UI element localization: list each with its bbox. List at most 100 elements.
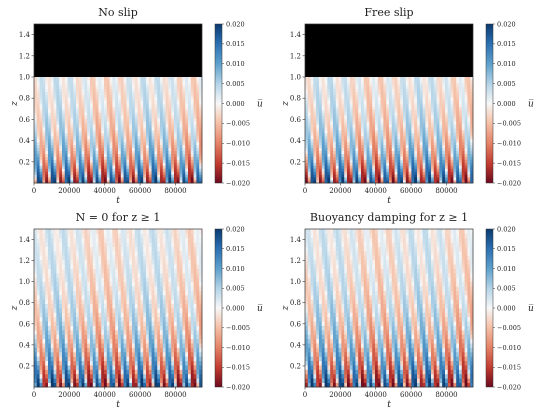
heatmap-cell [95,130,99,134]
masked-region [34,24,202,77]
heatmap-cell [104,85,108,90]
heatmap-cell [84,79,88,84]
heatmap-cell [431,124,435,128]
heatmap-cell [445,103,449,107]
heatmap-cell [126,79,130,84]
heatmap-cell [39,100,43,104]
heatmap-cell [154,97,158,101]
heatmap-cell [391,162,395,166]
heatmap-cell [137,94,141,99]
heatmap-cell [335,153,339,157]
heatmap-cell [338,85,342,90]
heatmap-cell [361,130,365,134]
heatmap-cell [87,162,91,166]
heatmap-cell [190,171,194,175]
heatmap-cell [391,138,395,143]
heatmap-cell [439,150,443,154]
heatmap-cell [146,100,150,104]
heatmap-cell [151,159,155,163]
heatmap-cell [464,124,468,128]
heatmap-cell [56,343,60,348]
heatmap-cell [81,112,85,116]
heatmap-cell [64,153,68,157]
heatmap-cell [48,177,52,181]
heatmap-cell [112,85,116,90]
heatmap-cell [389,168,393,172]
heatmap-cell [333,91,337,96]
heatmap-cell [470,141,474,146]
heatmap-cell [162,180,166,184]
heatmap-cell [134,103,138,107]
heatmap-cell [352,103,356,107]
heatmap-cell [377,177,381,181]
heatmap-cell [321,165,325,169]
heatmap-cell [73,162,77,166]
heatmap-cell [87,171,91,175]
heatmap-cell [162,138,166,143]
heatmap-cell [431,150,435,154]
heatmap-cell [369,150,373,154]
heatmap-cell [115,147,119,152]
heatmap-cell [95,135,99,140]
heatmap-cell [341,109,345,113]
heatmap-cell [174,103,178,107]
heatmap-cell [134,138,138,143]
heatmap-cell [151,121,155,125]
heatmap-cell [397,103,401,107]
heatmap-cell [319,130,323,134]
heatmap-cell [36,329,40,335]
heatmap-cell [36,168,40,172]
heatmap-cell [366,177,370,181]
heatmap-cell [151,103,155,107]
heatmap-cell [106,147,110,152]
heatmap-cell [305,94,309,99]
heatmap-cell [358,82,362,87]
heatmap-cell [64,242,68,247]
heatmap-cell [154,168,158,172]
heatmap-cell [369,115,373,119]
heatmap-cell [174,97,178,101]
heatmap-cell [313,138,317,143]
heatmap-cell [45,127,49,131]
heatmap-cell [70,91,74,96]
heatmap-cell [123,91,127,96]
heatmap-cell [190,156,194,160]
colorbar-tick-label: −0.015 [226,159,250,167]
heatmap-cell [64,338,68,344]
heatmap-cell [355,168,359,172]
heatmap-cell [73,82,77,87]
heatmap-cell [305,159,309,163]
heatmap-cell [70,147,74,152]
heatmap-cell [411,159,415,163]
heatmap-cell [59,347,63,353]
heatmap-cell [386,124,390,128]
heatmap-cell [355,159,359,163]
heatmap-cell [56,121,60,125]
heatmap-cell [73,141,77,146]
heatmap-cell [461,174,465,178]
heatmap-cell [330,153,334,157]
heatmap-cell [45,135,49,140]
heatmap-cell [363,135,367,140]
heatmap-cell [45,250,49,256]
heatmap-cell [403,97,407,101]
heatmap-cell [369,162,373,166]
heatmap-cell [76,100,80,104]
heatmap-cell [129,127,133,131]
heatmap-cell [90,147,94,152]
heatmap-cell [123,124,127,128]
heatmap-cell [70,82,74,87]
heatmap-cell [425,171,429,175]
heatmap-cell [422,109,426,113]
heatmap-cell [140,162,144,166]
heatmap-cell [112,141,116,146]
heatmap-cell [344,118,348,122]
heatmap-cell [115,94,119,99]
heatmap-cell [112,106,116,110]
heatmap-cell [45,356,49,362]
heatmap-cell [182,91,186,96]
heatmap-cell [76,88,80,93]
heatmap-cell [174,91,178,96]
heatmap-cell [347,106,351,110]
heatmap-cell [321,91,325,96]
